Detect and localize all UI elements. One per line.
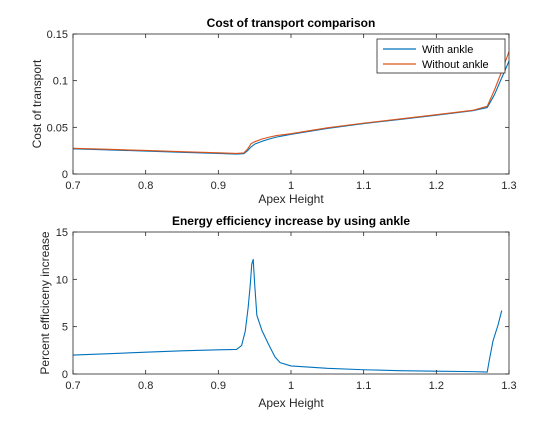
y-tick-label: 5 — [62, 322, 68, 334]
cost-of-transport-plot: 0.7 0.8 0.9 1 1.1 1.2 1.3 0 0.05 0.1 0.15 Cost of … — [30, 16, 517, 206]
ticks: 0.7 0.8 0.9 1 1.1 1.2 1.3 0 0.05 0.1 0.15 — [47, 29, 517, 192]
plot-title: Cost of transport comparison — [207, 16, 376, 30]
y-tick-label: 0.1 — [53, 76, 68, 88]
x-axis-label: Apex Height — [258, 192, 324, 206]
series-line-0 — [72, 60, 510, 155]
efficiency-increase-plot: 0.7 0.8 0.9 1 1.1 1.2 1.3 0 5 10 15 Energy efficie… — [38, 214, 517, 410]
series-layer — [72, 258, 503, 373]
x-tick-label: 0.7 — [65, 180, 80, 192]
y-tick-label: 0 — [62, 169, 68, 181]
legend[interactable]: With ankle Without ankle — [376, 38, 506, 74]
plot-title: Energy efficiency increase by using ankl… — [172, 214, 410, 228]
series-line-1 — [72, 51, 510, 155]
y-tick-label: 0.05 — [47, 122, 68, 134]
x-tick-label: 1.1 — [356, 380, 371, 392]
y-tick-label: 10 — [56, 274, 68, 286]
y-tick-label: 15 — [56, 227, 68, 239]
legend-label-without-ankle: Without ankle — [422, 59, 489, 71]
series-line-0 — [72, 258, 503, 373]
x-tick-label: 0.8 — [138, 380, 153, 392]
x-tick-label: 1.3 — [501, 180, 516, 192]
y-tick-label: 0.15 — [47, 29, 68, 41]
x-tick-label: 0.9 — [211, 380, 226, 392]
plot-area — [73, 232, 509, 374]
x-tick-label: 1 — [288, 180, 294, 192]
legend-box — [376, 38, 506, 74]
x-tick-label: 1.2 — [429, 180, 444, 192]
x-tick-label: 1 — [288, 380, 294, 392]
y-tick-label: 0 — [62, 369, 68, 381]
y-axis-label: Cost of transport — [30, 59, 44, 148]
x-axis-label: Apex Height — [258, 396, 324, 410]
x-tick-label: 1.3 — [501, 380, 516, 392]
x-tick-label: 0.7 — [65, 380, 80, 392]
series-layer — [72, 51, 510, 155]
x-tick-label: 1.1 — [356, 180, 371, 192]
x-tick-label: 1.2 — [429, 380, 444, 392]
x-tick-label: 0.9 — [211, 180, 226, 192]
ticks: 0.7 0.8 0.9 1 1.1 1.2 1.3 0 5 10 15 — [56, 227, 517, 392]
legend-label-with-ankle: With ankle — [422, 44, 473, 56]
y-axis-label: Percent efficiceny increase — [38, 231, 52, 375]
x-tick-label: 0.8 — [138, 180, 153, 192]
